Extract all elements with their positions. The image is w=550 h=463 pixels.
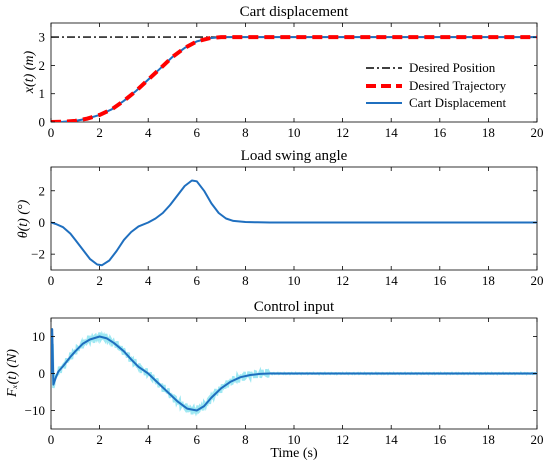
x-tick-label: 2 xyxy=(96,432,103,447)
x-tick-label: 0 xyxy=(48,432,55,447)
y-tick-label: 0 xyxy=(39,215,46,230)
chart-title: Control input xyxy=(254,299,335,315)
x-tick-label: 6 xyxy=(194,432,201,447)
chart-title: Cart displacement xyxy=(240,4,350,20)
x-tick-label: 10 xyxy=(288,432,301,447)
x-tick-label: 20 xyxy=(531,273,544,288)
y-tick-label: −10 xyxy=(25,403,45,418)
y-tick-label: 3 xyxy=(39,30,46,45)
legend-label-cart-displacement: Cart Displacement xyxy=(409,95,506,110)
chart-title: Load swing angle xyxy=(241,148,348,164)
legend: Desired Position Desired Trajectory Cart… xyxy=(360,60,534,112)
x-tick-label: 8 xyxy=(242,273,249,288)
series-line-line xyxy=(51,179,537,267)
panel-cart-displacement: Cart displacement 0 2 4 6 8 10 12 14 16 18 200123 … xyxy=(22,4,544,140)
x-tick-label: 14 xyxy=(385,273,399,288)
x-tick-label: 18 xyxy=(482,432,495,447)
x-tick-label: 6 xyxy=(194,125,201,140)
x-tick-label: 20 xyxy=(531,125,544,140)
x-tick-label: 16 xyxy=(433,432,447,447)
x-tick-label: 12 xyxy=(336,432,349,447)
x-tick-label: 8 xyxy=(242,125,249,140)
x-tick-label: 8 xyxy=(242,432,249,447)
x-tick-label: 12 xyxy=(336,273,349,288)
x-tick-label: 2 xyxy=(96,125,103,140)
x-tick-label: 0 xyxy=(48,125,55,140)
y-tick-label: 0 xyxy=(39,115,46,130)
x-tick-label: 10 xyxy=(288,273,301,288)
x-tick-label: 16 xyxy=(433,125,447,140)
x-tick-label: 14 xyxy=(385,125,399,140)
x-tick-label: 14 xyxy=(385,432,399,447)
x-axis-label: Time (s) xyxy=(270,446,318,461)
x-tick-label: 2 xyxy=(96,273,103,288)
plot-area xyxy=(50,166,538,271)
y-tick-label: −2 xyxy=(31,247,45,262)
x-tick-label: 0 xyxy=(48,273,55,288)
x-tick-label: 18 xyxy=(482,273,495,288)
y-axis-label: θ(t) (°) xyxy=(16,199,31,238)
x-tick-label: 4 xyxy=(145,273,152,288)
y-tick-label: 2 xyxy=(39,58,46,73)
y-tick-label: 2 xyxy=(39,183,46,198)
y-axis-label: x(t) (m) xyxy=(22,50,37,94)
legend-label-desired-trajectory: Desired Trajectory xyxy=(409,78,507,93)
y-tick-label: 0 xyxy=(39,366,46,381)
x-tick-label: 4 xyxy=(145,125,152,140)
x-tick-label: 6 xyxy=(194,273,201,288)
y-tick-label: 10 xyxy=(32,329,45,344)
panel-load-swing-angle: Load swing angle 0 2 4 6 8 10 12 14 16 18 20−202 θ… xyxy=(16,148,544,288)
series-line-desired-trajectory xyxy=(51,35,537,122)
series-line-line xyxy=(51,328,537,412)
x-tick-label: 18 xyxy=(482,125,495,140)
x-tick-label: 20 xyxy=(531,432,544,447)
x-tick-label: 4 xyxy=(145,432,152,447)
y-axis-label: Fₓ(t) (N) xyxy=(5,349,20,398)
x-tick-label: 10 xyxy=(288,125,301,140)
legend-label-desired-position: Desired Position xyxy=(409,60,496,75)
x-tick-label: 16 xyxy=(433,273,447,288)
y-tick-label: 1 xyxy=(39,86,46,101)
x-tick-label: 12 xyxy=(336,125,349,140)
